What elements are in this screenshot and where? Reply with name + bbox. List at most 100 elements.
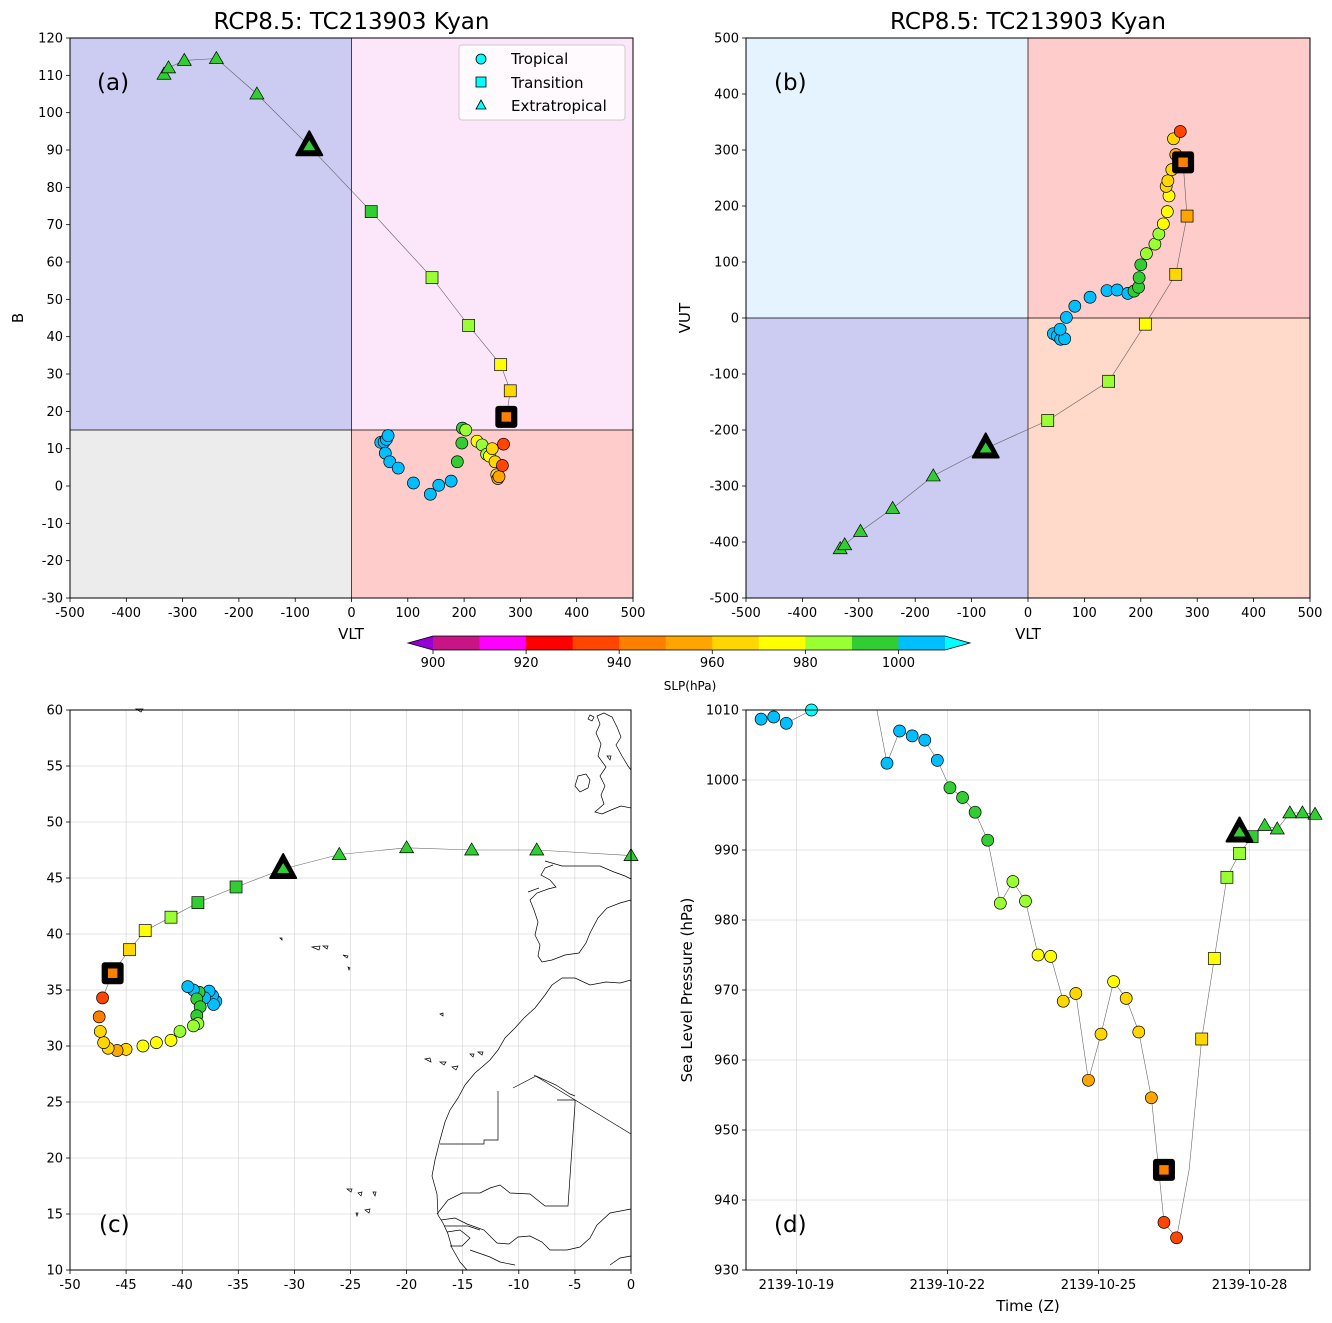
a-square-point-4 bbox=[503, 384, 517, 398]
b-ytick-label-8: 300 bbox=[714, 144, 739, 159]
c-xtick-label-0: -50 bbox=[59, 1278, 80, 1293]
a-circle-point-23 bbox=[492, 470, 506, 484]
legend-box bbox=[458, 44, 626, 121]
panel-a-label: (a) bbox=[97, 70, 129, 96]
d-triangle-point-0 bbox=[1257, 817, 1273, 831]
b-circle-point-22 bbox=[1161, 174, 1175, 188]
d-ytick-label-1: 940 bbox=[714, 1194, 739, 1209]
colorbar: 900 920 940 960 980 1000 SLP(hPa) bbox=[406, 635, 972, 693]
d-square-point-2 bbox=[1220, 870, 1234, 884]
d-ytick-label-7: 1000 bbox=[706, 774, 739, 789]
a-ytick-label-10: 70 bbox=[46, 218, 63, 233]
b-square-point-4 bbox=[1180, 209, 1194, 223]
b-circle-point-26 bbox=[1173, 125, 1187, 138]
colorbar-segment-0 bbox=[433, 636, 481, 650]
d-track-line bbox=[761, 709, 1316, 1239]
legend: Tropical Transition Extratropical bbox=[458, 44, 626, 121]
c-xtick-label-6: -20 bbox=[396, 1278, 417, 1293]
a-circle-point-14 bbox=[459, 423, 473, 437]
b-ytick-label-10: 500 bbox=[714, 32, 739, 47]
b-ytick-label-4: -100 bbox=[709, 368, 739, 383]
b-circle-point-19 bbox=[1160, 205, 1174, 218]
a-xtick-label-4: -100 bbox=[280, 606, 310, 621]
a-xtick-label-3: -200 bbox=[224, 606, 254, 621]
d-ytick-label-5: 980 bbox=[714, 914, 739, 929]
legend-transition-label: Transition bbox=[510, 74, 584, 92]
d-circle-point-21 bbox=[1094, 1027, 1108, 1041]
b-triangle-point-1 bbox=[837, 537, 853, 551]
panel-a-title: RCP8.5: TC213903 Kyan bbox=[214, 9, 490, 35]
a-circle-point-8 bbox=[423, 487, 437, 501]
colorbar-segment-4 bbox=[619, 636, 667, 650]
d-circle-point-22 bbox=[1107, 975, 1120, 988]
a-circle-point-24 bbox=[496, 459, 509, 472]
a-triangle-point-3 bbox=[208, 50, 224, 64]
c-xtick-label-3: -35 bbox=[228, 1278, 249, 1293]
c-circle-point-20 bbox=[97, 1036, 111, 1049]
colorbar-segment-1 bbox=[479, 636, 527, 650]
panel-d-slp-time-series: (d) 2139-10-19 2139-10-22 2139-10-25 2139-1… bbox=[678, 704, 1323, 1315]
panel-a-phase-space-b-vs-vlt: RCP8.5: TC213903 Kyan (a) -500 -400 -300 -2… bbox=[9, 9, 645, 643]
d-circle-point-4 bbox=[880, 756, 894, 770]
c-circle-point-22 bbox=[92, 1010, 106, 1024]
c-ytick-label-3: 25 bbox=[46, 1096, 63, 1111]
d-ytick-label-8: 1010 bbox=[706, 704, 739, 719]
colorbar-tick-label-3: 960 bbox=[700, 656, 725, 671]
legend-extratropical-label: Extratropical bbox=[511, 97, 607, 115]
c-circle-point-23 bbox=[96, 991, 109, 1005]
b-ytick-label-6: 100 bbox=[714, 256, 739, 271]
d-square-point-1 bbox=[1207, 952, 1221, 965]
a-highlight-triangle-fill bbox=[303, 140, 316, 151]
c-circle-point-16 bbox=[136, 1039, 150, 1053]
c-circle-point-21 bbox=[93, 1025, 107, 1038]
b-ytick-label-7: 200 bbox=[714, 200, 739, 215]
a-circle-point-10 bbox=[444, 474, 458, 488]
a-xtick-label-1: -400 bbox=[112, 606, 142, 621]
c-highlight-triangle-fill bbox=[277, 863, 290, 874]
b-quadrant-lower-right bbox=[1028, 318, 1310, 598]
a-xtick-label-8: 300 bbox=[508, 606, 533, 621]
b-xtick-label-0: -500 bbox=[731, 606, 761, 621]
d-circle-point-17 bbox=[1044, 950, 1058, 963]
a-ytick-label-5: 20 bbox=[46, 405, 63, 420]
b-xtick-label-2: -300 bbox=[844, 606, 874, 621]
c-square-point-3 bbox=[191, 896, 205, 909]
colorbar-tick-label-0: 900 bbox=[421, 656, 446, 671]
b-square-point-1 bbox=[1102, 374, 1116, 388]
c-ytick-label-9: 55 bbox=[46, 760, 63, 775]
d-circle-point-19 bbox=[1069, 987, 1083, 1000]
colorbar-segment-5 bbox=[665, 636, 713, 650]
c-square-point-4 bbox=[229, 880, 243, 894]
colorbar-over-extend bbox=[945, 636, 970, 650]
d-circle-point-0 bbox=[754, 712, 768, 726]
panel-b-xlabel: VLT bbox=[1015, 625, 1042, 643]
c-circle-point-12 bbox=[187, 1019, 200, 1033]
b-xtick-label-10: 500 bbox=[1298, 606, 1323, 621]
d-circle-point-10 bbox=[956, 791, 969, 804]
a-ytick-label-12: 90 bbox=[46, 144, 63, 159]
panel-c-label: (c) bbox=[99, 1212, 130, 1238]
a-circle-point-19 bbox=[485, 442, 499, 456]
colorbar-segment-9 bbox=[851, 636, 899, 650]
d-highlight-triangle-fill bbox=[1233, 826, 1246, 837]
d-circle-point-18 bbox=[1056, 994, 1070, 1008]
c-xtick-label-2: -40 bbox=[172, 1278, 193, 1293]
c-ytick-label-4: 30 bbox=[46, 1040, 63, 1055]
d-circle-point-8 bbox=[931, 754, 944, 767]
c-xtick-label-4: -30 bbox=[284, 1278, 305, 1293]
b-ytick-label-1: -400 bbox=[709, 536, 739, 551]
a-circle-point-12 bbox=[455, 436, 469, 450]
a-xtick-label-5: 0 bbox=[347, 606, 355, 621]
b-ytick-label-5: 0 bbox=[731, 312, 739, 327]
c-ytick-label-0: 10 bbox=[46, 1264, 63, 1279]
d-triangle-point-4 bbox=[1307, 806, 1323, 820]
colorbar-tick-label-1: 920 bbox=[514, 656, 539, 671]
legend-extratropical-marker bbox=[475, 99, 487, 110]
colorbar-tick-label-5: 1000 bbox=[882, 656, 915, 671]
a-square-point-1 bbox=[425, 271, 439, 285]
d-circle-point-24 bbox=[1132, 1025, 1146, 1039]
a-highlight-square-fill bbox=[501, 411, 512, 423]
b-ytick-label-2: -300 bbox=[709, 480, 739, 495]
a-ytick-label-15: 120 bbox=[38, 32, 63, 47]
